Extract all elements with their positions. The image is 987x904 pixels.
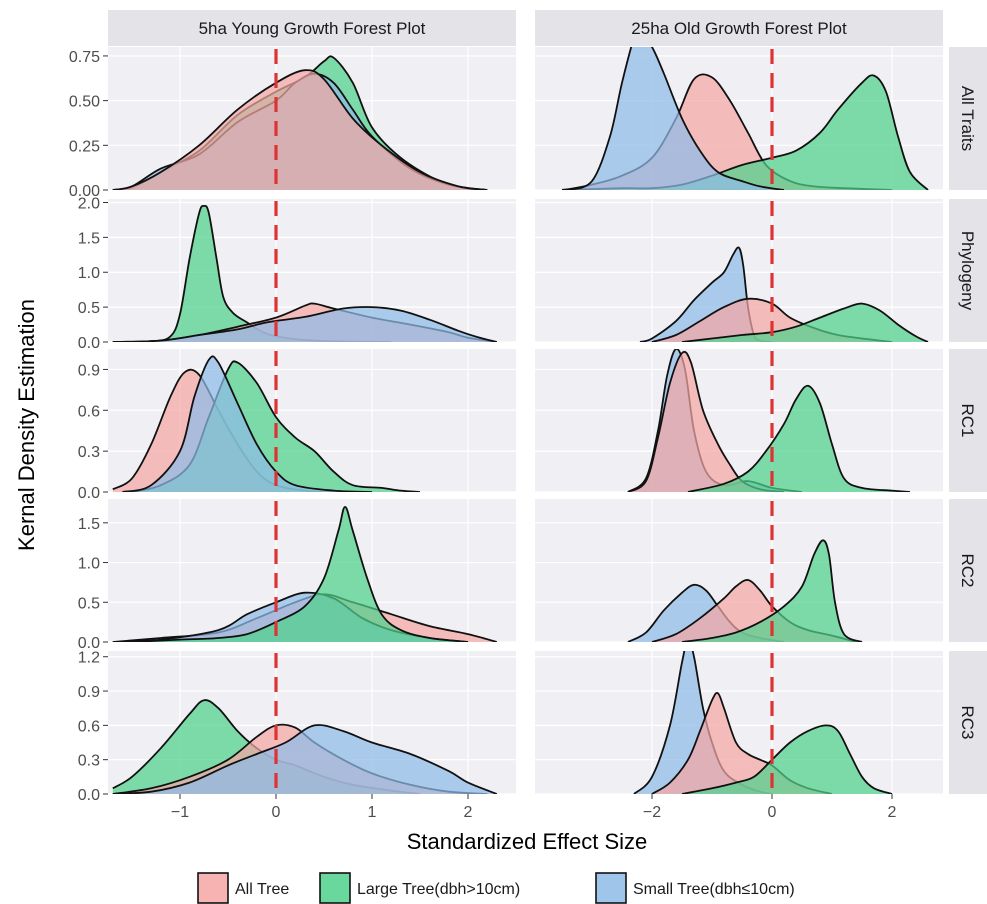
density-area-large <box>682 725 892 794</box>
y-tick-label: 0.3 <box>78 753 100 770</box>
density-area-large <box>132 506 468 642</box>
legend-item-all: All Tree <box>197 872 289 904</box>
row-strip-1 <box>949 199 987 342</box>
column-strip-title: 5ha Young Growth Forest Plot <box>199 19 426 38</box>
y-tick-label: 1.0 <box>78 556 100 573</box>
y-tick-label: 0.0 <box>78 635 100 652</box>
density-area-small <box>112 306 497 342</box>
panel-3-0 <box>108 499 516 643</box>
legend-label: All Tree <box>235 881 289 898</box>
density-outline-small <box>567 47 785 190</box>
y-tick-label: 1.5 <box>78 230 100 247</box>
density-area-small <box>112 724 497 794</box>
y-tick-label: 0.9 <box>78 362 100 379</box>
row-strip-label: RC3 <box>958 705 977 739</box>
y-tick-label: 1.5 <box>78 516 100 533</box>
density-outline-small <box>112 306 498 342</box>
y-tick-label: 0.9 <box>78 684 100 701</box>
legend: All Tree Large Tree(dbh>10cm) Small Tree(d… <box>197 872 795 904</box>
legend-item-small: Small Tree(dbh≤10cm) <box>595 872 795 904</box>
density-outline-small <box>122 355 373 492</box>
legend-item-large: Large Tree(dbh>10cm) <box>319 872 520 904</box>
density-outline-large <box>681 302 929 342</box>
density-outline-large <box>681 539 863 642</box>
row-strip-label: RC1 <box>958 403 977 437</box>
y-tick-label: 0.3 <box>78 444 100 461</box>
density-area-small <box>568 47 784 190</box>
panel-background <box>535 349 943 492</box>
panel-3-1 <box>535 499 943 643</box>
x-tick-label: 2 <box>464 804 473 821</box>
panel-4-0 <box>108 651 516 795</box>
density-outline-small <box>112 724 498 794</box>
y-tick-label: 0.0 <box>78 335 100 352</box>
x-tick-label: 2 <box>888 804 897 821</box>
y-axis-title: Kernal Density Estimation <box>14 299 39 551</box>
density-area-large <box>112 700 421 794</box>
row-strip-label: All Traits <box>958 86 977 151</box>
x-tick-label: −2 <box>643 804 661 821</box>
y-tick-label: 0.25 <box>69 138 100 155</box>
density-area-all <box>652 692 832 794</box>
panel-1-1 <box>535 199 943 343</box>
column-strip-1 <box>535 10 943 46</box>
y-tick-label: 0.6 <box>78 718 100 735</box>
density-outline-large <box>687 384 911 492</box>
legend-label: Small Tree(dbh≤10cm) <box>633 881 795 898</box>
y-tick-label: 1.0 <box>78 265 100 282</box>
density-outline-all <box>112 69 488 190</box>
density-outline-large <box>681 724 893 794</box>
row-strip-3 <box>949 499 987 642</box>
x-tick-label: 0 <box>768 804 777 821</box>
density-area-large <box>682 303 928 342</box>
y-tick-label: 1.2 <box>78 650 100 667</box>
legend-swatch <box>595 872 627 904</box>
panel-1-0 <box>108 199 516 343</box>
density-area-all <box>652 579 856 642</box>
panels-layer <box>108 47 943 795</box>
legend-swatch <box>319 872 351 904</box>
panel-4-1 <box>535 651 943 795</box>
density-area-all <box>628 351 784 492</box>
panel-2-0 <box>108 349 516 493</box>
y-tick-label: 0.0 <box>78 485 100 502</box>
axes-layer: 0.000.250.500.750.00.51.01.52.00.00.30.6… <box>69 49 897 821</box>
density-area-large <box>112 205 392 342</box>
density-area-large <box>562 75 928 190</box>
density-area-all <box>652 298 892 342</box>
row-strip-0 <box>949 47 987 190</box>
y-tick-label: 0.00 <box>69 183 100 200</box>
column-strip-0 <box>108 10 516 46</box>
y-tick-label: 0.50 <box>69 94 100 111</box>
y-tick-label: 0.6 <box>78 403 100 420</box>
row-strip-4 <box>949 651 987 794</box>
strips-layer: 5ha Young Growth Forest Plot 25ha Old Gro… <box>108 10 987 794</box>
y-tick-label: 0.75 <box>69 49 100 66</box>
x-axis-title: Standardized Effect Size <box>407 829 648 854</box>
y-tick-label: 0.5 <box>78 595 100 612</box>
row-strip-label: Phylogeny <box>958 231 977 311</box>
y-tick-label: 0.5 <box>78 300 100 317</box>
density-area-small <box>122 356 373 492</box>
y-tick-label: 0.0 <box>78 787 100 804</box>
x-tick-label: 1 <box>368 804 377 821</box>
column-strip-title: 25ha Old Growth Forest Plot <box>631 19 847 38</box>
panel-0-0 <box>108 47 516 191</box>
row-strip-2 <box>949 349 987 492</box>
density-outline-large <box>131 505 469 642</box>
x-tick-label: 0 <box>272 804 281 821</box>
density-area-all <box>112 70 488 190</box>
panel-2-1 <box>535 349 943 493</box>
y-tick-label: 2.0 <box>78 195 100 212</box>
density-area-large <box>688 385 910 492</box>
x-tick-label: −1 <box>171 804 189 821</box>
legend-label: Large Tree(dbh>10cm) <box>357 881 520 898</box>
panel-0-1 <box>535 47 943 191</box>
legend-swatch <box>197 872 229 904</box>
density-area-large <box>682 540 862 642</box>
row-strip-label: RC2 <box>958 553 977 587</box>
density-area-all <box>562 74 892 190</box>
